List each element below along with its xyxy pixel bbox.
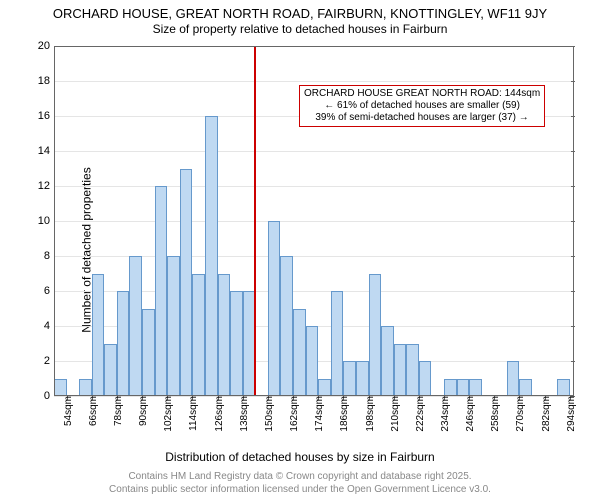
x-tick-label: 150sqm bbox=[261, 396, 275, 432]
y-tick-label: 8 bbox=[44, 250, 54, 262]
y-tick-label: 2 bbox=[44, 355, 54, 367]
x-tick-label: 90sqm bbox=[135, 396, 149, 426]
x-tick-label: 270sqm bbox=[512, 396, 526, 432]
x-tick-label: 222sqm bbox=[412, 396, 426, 432]
x-tick-label: 102sqm bbox=[160, 396, 174, 432]
x-tick-label: 78sqm bbox=[110, 396, 124, 426]
x-tick-label: 234sqm bbox=[437, 396, 451, 432]
axis-border bbox=[54, 46, 574, 396]
x-tick-label: 54sqm bbox=[60, 396, 74, 426]
y-tick-label: 20 bbox=[38, 40, 54, 52]
x-tick-label: 162sqm bbox=[286, 396, 300, 432]
y-tick-label: 12 bbox=[38, 180, 54, 192]
x-tick-label: 138sqm bbox=[236, 396, 250, 432]
footer: Contains HM Land Registry data © Crown c… bbox=[0, 471, 600, 496]
x-tick-label: 174sqm bbox=[311, 396, 325, 432]
x-tick-label: 210sqm bbox=[387, 396, 401, 432]
y-tick-label: 16 bbox=[38, 110, 54, 122]
x-tick-label: 198sqm bbox=[362, 396, 376, 432]
footer-line1: Contains HM Land Registry data © Crown c… bbox=[0, 471, 600, 484]
x-tick-label: 258sqm bbox=[487, 396, 501, 432]
x-tick-label: 282sqm bbox=[538, 396, 552, 432]
y-tick-label: 14 bbox=[38, 145, 54, 157]
y-tick-label: 10 bbox=[38, 215, 54, 227]
chart-title-line2: Size of property relative to detached ho… bbox=[0, 22, 600, 36]
y-tick-label: 18 bbox=[38, 75, 54, 87]
y-tick-label: 0 bbox=[44, 390, 54, 402]
x-tick-label: 294sqm bbox=[563, 396, 577, 432]
plot-area: ORCHARD HOUSE GREAT NORTH ROAD: 144sqm ←… bbox=[54, 46, 574, 396]
y-tick-label: 4 bbox=[44, 320, 54, 332]
y-tick-label: 6 bbox=[44, 285, 54, 297]
footer-line2: Contains public sector information licen… bbox=[0, 484, 600, 497]
x-tick-label: 186sqm bbox=[336, 396, 350, 432]
chart-title-line1: ORCHARD HOUSE, GREAT NORTH ROAD, FAIRBUR… bbox=[0, 0, 600, 22]
x-tick-label: 246sqm bbox=[462, 396, 476, 432]
x-tick-label: 66sqm bbox=[85, 396, 99, 426]
x-tick-label: 126sqm bbox=[211, 396, 225, 432]
x-axis-label: Distribution of detached houses by size … bbox=[0, 450, 600, 464]
x-tick-label: 114sqm bbox=[185, 396, 199, 431]
chart-container: { "chart": { "type": "histogram", "title… bbox=[0, 0, 600, 500]
